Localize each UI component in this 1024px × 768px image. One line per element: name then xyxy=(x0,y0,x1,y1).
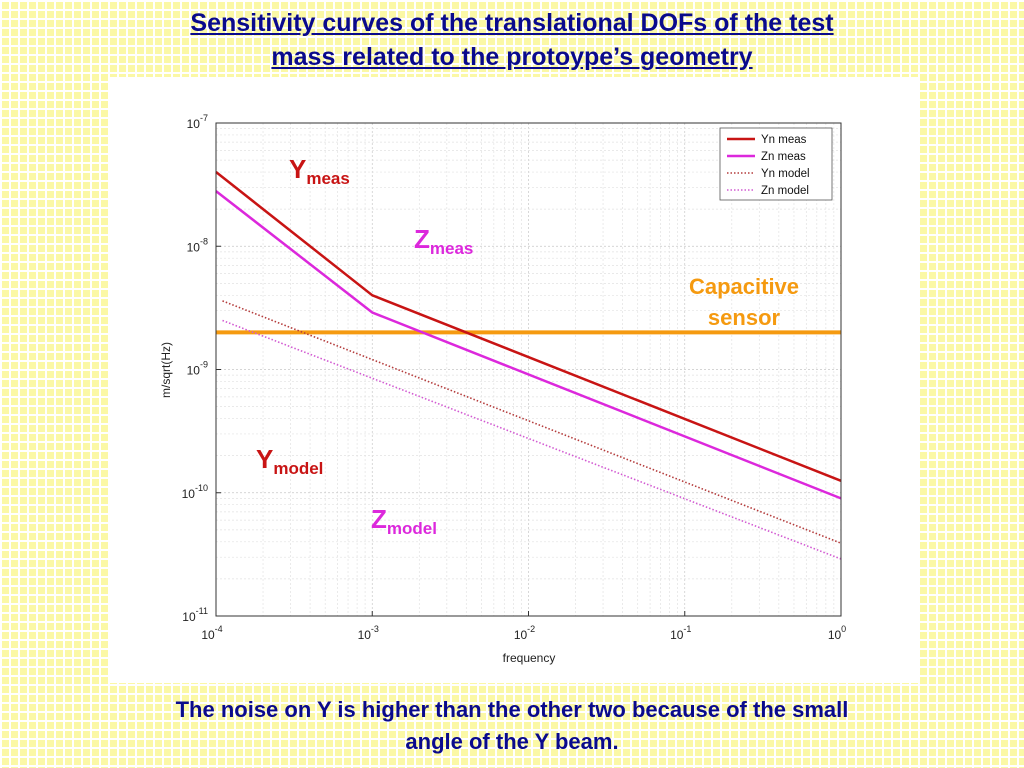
y-tick-label: 10-7 xyxy=(187,113,208,131)
x-tick-label: 10-4 xyxy=(201,624,222,642)
slide-title-line-1: Sensitivity curves of the translational … xyxy=(190,9,834,37)
annotation-y-model: Ymodel xyxy=(256,444,323,478)
tick-labels: 10-4 10-3 10-2 10-1 100 10-7 10-8 10-9 10-10 10-1… xyxy=(182,113,847,642)
caption-line-1: The noise on Y is higher than the other … xyxy=(175,697,849,722)
series-lines xyxy=(215,171,842,560)
x-tick-label: 10-1 xyxy=(670,624,691,642)
slide-caption: The noise on Y is higher than the other … xyxy=(0,694,1024,758)
x-tick-label: 100 xyxy=(828,624,846,642)
annotation-z-model: Zmodel xyxy=(371,504,437,538)
series-line-yn-model xyxy=(222,300,842,544)
y-tick-label: 10-10 xyxy=(182,483,208,501)
series-line-zn-meas xyxy=(215,190,842,500)
plot-panel: 10-4 10-3 10-2 10-1 100 10-7 10-8 10-9 10-10 10-1… xyxy=(110,77,918,683)
legend-label-zn-model: Zn model xyxy=(761,185,809,197)
x-axis-title: frequency xyxy=(503,651,556,665)
legend: Yn meas Zn meas Yn model Zn model xyxy=(719,127,833,201)
sensitivity-chart: 10-4 10-3 10-2 10-1 100 10-7 10-8 10-9 10-10 10-1… xyxy=(159,113,847,665)
series-line-zn-model xyxy=(222,319,842,560)
slide-title: Sensitivity curves of the translational … xyxy=(0,6,1024,74)
x-tick-label: 10-3 xyxy=(358,624,379,642)
plot-frame xyxy=(215,122,842,617)
sensor-label-line-2: sensor xyxy=(708,305,781,330)
legend-label-yn-model: Yn model xyxy=(761,168,810,180)
annotation-z-meas: Zmeas xyxy=(414,224,473,258)
y-axis-title: m/sqrt(Hz) xyxy=(159,342,173,398)
caption-line-2: angle of the Y beam. xyxy=(405,729,619,754)
x-tick-label: 10-2 xyxy=(514,624,535,642)
y-tick-label: 10-9 xyxy=(187,360,208,378)
slide-title-line-2: mass related to the protoype’s geometry xyxy=(271,43,753,71)
series-line-yn-meas xyxy=(215,171,842,482)
y-tick-label: 10-8 xyxy=(187,236,208,254)
annotation-y-meas: Ymeas xyxy=(289,154,350,188)
legend-label-zn-meas: Zn meas xyxy=(761,151,806,163)
sensor-label-line-1: Capacitive xyxy=(689,274,799,299)
legend-label-yn-meas: Yn meas xyxy=(761,134,807,146)
y-tick-label: 10-11 xyxy=(182,606,208,624)
